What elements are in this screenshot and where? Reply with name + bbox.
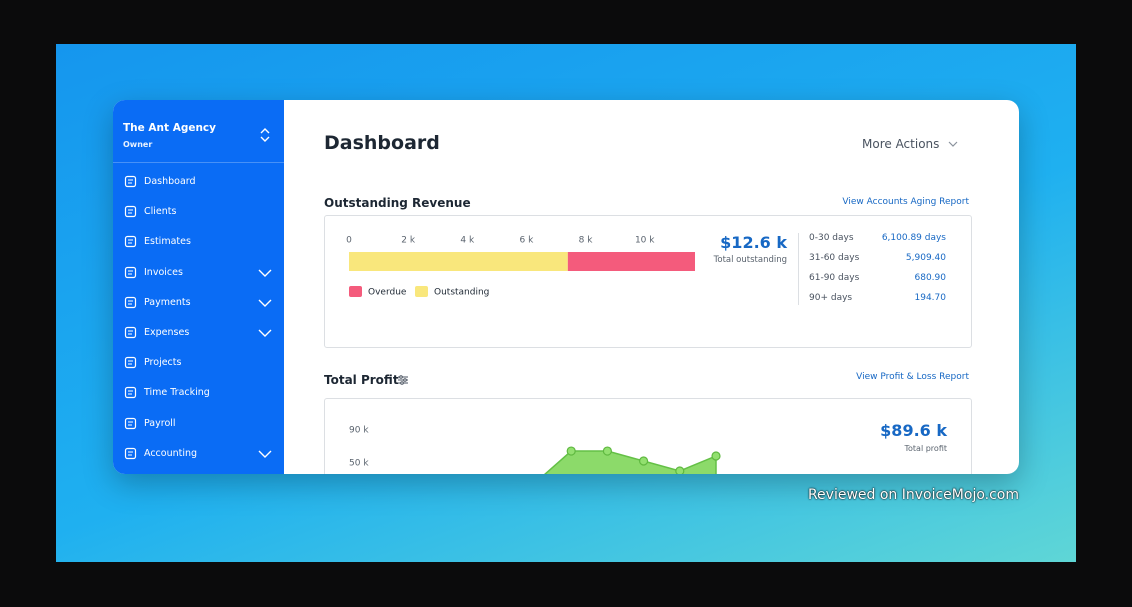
- filter-icon[interactable]: [397, 374, 409, 386]
- more-actions-chevron[interactable]: [948, 140, 958, 148]
- nav-item[interactable]: Estimates: [144, 236, 191, 248]
- aging-label: 61-90 days: [809, 273, 860, 283]
- switcher-icon[interactable]: [259, 127, 271, 143]
- company-role: Owner: [123, 140, 153, 149]
- aging-value: 680.90: [914, 273, 947, 283]
- nav-item[interactable]: Payments: [144, 296, 191, 308]
- nav-item[interactable]: Accounting: [144, 447, 198, 459]
- nav-icon: [124, 417, 137, 429]
- divider: [798, 233, 799, 305]
- x-tick-label: 4 k: [460, 236, 475, 246]
- profit-point: [602, 446, 612, 456]
- more-actions[interactable]: More Actions: [862, 137, 940, 151]
- aging-value: 6,100.89 days: [881, 233, 946, 243]
- aging-value: 194.70: [914, 293, 947, 303]
- nav-icon: [124, 175, 137, 188]
- sidebar: The Ant Agency Owner Dashboard Clients Est…: [113, 100, 284, 474]
- nav-chevron[interactable]: [258, 450, 272, 458]
- nav-item[interactable]: Dashboard: [144, 176, 196, 187]
- nav-item[interactable]: Clients: [144, 206, 177, 218]
- app-window: The Ant Agency Owner Dashboard Clients Est…: [113, 100, 1019, 474]
- nav-icon: [124, 236, 137, 248]
- total-outstanding: $12.6 k: [720, 233, 787, 252]
- legend-swatch: [349, 286, 362, 297]
- nav-item[interactable]: Expenses: [144, 327, 190, 338]
- profit-card: 50 k 90 k $89.6 k Total profit: [324, 398, 972, 474]
- pl-report-link[interactable]: View Profit & Loss Report: [856, 372, 969, 382]
- x-tick-label: 8 k: [579, 236, 594, 246]
- nav-chevron[interactable]: [258, 269, 272, 277]
- x-tick-label: 10 k: [635, 236, 655, 246]
- nav-item[interactable]: Invoices: [144, 266, 183, 278]
- watermark: Reviewed on InvoiceMojo.com: [807, 487, 1019, 503]
- nav-icon: [124, 387, 137, 399]
- aging-label: 90+ days: [809, 293, 853, 303]
- profit-area: [544, 450, 717, 474]
- page-title: Dashboard: [324, 132, 440, 154]
- nav-icon: [124, 326, 137, 339]
- nav-icon: [124, 357, 137, 369]
- section-title: Outstanding Revenue: [324, 196, 471, 210]
- company-name[interactable]: The Ant Agency: [123, 122, 216, 134]
- nav-chevron[interactable]: [258, 299, 272, 307]
- profit-point: [711, 451, 721, 461]
- nav-icon: [124, 296, 137, 308]
- legend-swatch: [415, 286, 428, 297]
- total-profit: $89.6 k: [880, 421, 947, 440]
- bar-segment: [349, 252, 568, 271]
- aging-value: 5,909.40: [905, 253, 946, 263]
- profit-point: [639, 456, 649, 466]
- aging-report-link[interactable]: View Accounts Aging Report: [842, 197, 969, 207]
- aging-label: 0-30 days: [809, 233, 854, 243]
- y-tick-label: 90 k: [349, 426, 369, 436]
- nav-item[interactable]: Payroll: [144, 417, 176, 429]
- y-tick-label: 50 k: [349, 459, 369, 469]
- total-profit-label: Total profit: [904, 444, 948, 453]
- nav-icon: [124, 266, 137, 278]
- profit-point: [675, 466, 685, 474]
- bar-segment: [567, 252, 695, 271]
- nav-item[interactable]: Projects: [144, 357, 182, 369]
- legend-label: Outstanding: [434, 288, 489, 298]
- nav-item[interactable]: Time Tracking: [144, 387, 210, 399]
- x-tick-label: 6 k: [520, 236, 535, 246]
- legend-label: Overdue: [368, 288, 407, 298]
- total-outstanding-label: Total outstanding: [713, 255, 787, 265]
- revenue-chart: 0 2 k 4 k 6 k 8 k 10 k Overdue Outstanding: [346, 236, 695, 298]
- profit-chart: 50 k 90 k: [349, 426, 721, 474]
- nav-chevron[interactable]: [258, 329, 272, 337]
- profit-point: [566, 446, 576, 456]
- x-tick-label: 2 k: [401, 236, 416, 246]
- nav-icon: [124, 206, 137, 218]
- x-tick-label: 0: [346, 236, 352, 246]
- nav-icon: [124, 447, 137, 459]
- section-title: Total Profit: [324, 373, 399, 387]
- divider: [113, 162, 284, 163]
- revenue-card: 0 2 k 4 k 6 k 8 k 10 k Overdue Outstanding $12.…: [324, 215, 972, 348]
- aging-label: 31-60 days: [809, 253, 860, 263]
